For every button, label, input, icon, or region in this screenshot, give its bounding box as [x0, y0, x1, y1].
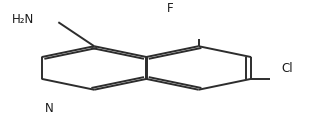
- Text: Cl: Cl: [281, 62, 293, 75]
- Text: F: F: [167, 2, 174, 15]
- Text: N: N: [45, 102, 54, 115]
- Text: H₂N: H₂N: [12, 13, 34, 26]
